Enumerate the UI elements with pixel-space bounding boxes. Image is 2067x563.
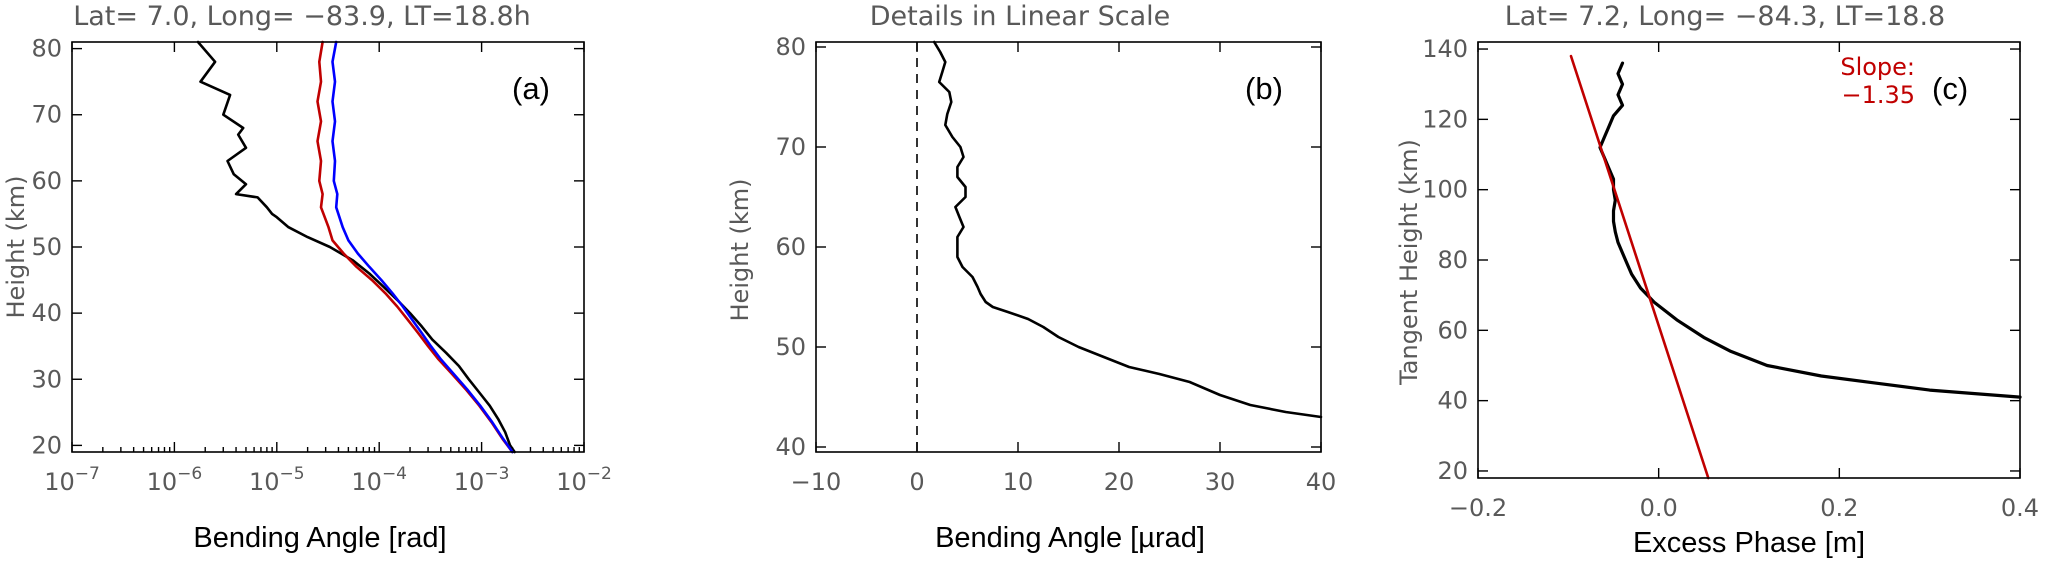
- y-tick-label: 30: [31, 365, 62, 393]
- y-tick-label: 40: [1437, 387, 1468, 415]
- series-black-line: [932, 40, 1323, 419]
- y-tick-label: 40: [775, 433, 806, 461]
- panel-c-slope-value: −1.35: [1841, 81, 1915, 109]
- panel-b-x-ticks: −10 0 10 20 30 40: [791, 42, 1337, 496]
- panel-b-y-ticks: 40 50 60 70 80: [775, 33, 1321, 461]
- y-tick-label: 140: [1422, 35, 1468, 63]
- panel-c-title: Lat= 7.2, Long= −84.3, LT=18.8: [1505, 1, 1946, 32]
- panel-c-y-axis-label: Tangent Height (km): [1395, 139, 1423, 386]
- panel-a-y-axis-label: Height (km): [2, 176, 30, 319]
- panel-a-x-axis-label: Bending Angle [rad]: [193, 522, 446, 554]
- y-tick-label: 80: [775, 33, 806, 61]
- panel-c-slope-label: Slope:: [1840, 53, 1915, 81]
- series-black-line: [1598, 61, 2022, 399]
- y-tick-label: 70: [775, 133, 806, 161]
- series-red-line: [316, 40, 514, 454]
- y-tick-label: 60: [31, 167, 62, 195]
- panel-c-label: (c): [1932, 71, 1968, 106]
- x-tick-label: −10: [791, 468, 842, 496]
- panel-b-y-axis-label: Height (km): [726, 179, 754, 322]
- panel-b-series: [932, 40, 1323, 419]
- y-tick-label: 50: [775, 333, 806, 361]
- x-tick-label: 20: [1104, 468, 1135, 496]
- y-tick-label: 80: [1437, 246, 1468, 274]
- x-tick-label: 10−3: [454, 464, 510, 496]
- x-tick-label: 0.2: [1820, 494, 1858, 522]
- y-tick-label: 60: [775, 233, 806, 261]
- x-tick-label: 10: [1003, 468, 1034, 496]
- panel-c-plot-frame: [1477, 41, 2021, 479]
- y-tick-label: 70: [31, 101, 62, 129]
- x-tick-label: 10−4: [351, 464, 407, 496]
- y-tick-label: 120: [1422, 105, 1468, 133]
- panel-c-x-axis-label: Excess Phase [m]: [1633, 527, 1865, 559]
- panel-a-label: (a): [512, 71, 550, 106]
- x-tick-label: 10−7: [44, 464, 100, 496]
- panel-a: Lat= 7.0, Long= −83.9, LT=18.8h Height (…: [2, 1, 612, 554]
- x-tick-label: 10−2: [556, 464, 612, 496]
- panel-b-plot-frame: [815, 41, 1322, 453]
- y-tick-label: 60: [1437, 316, 1468, 344]
- panel-a-y-ticks: 20 30 40 50 60 70 80: [31, 35, 584, 459]
- panel-a-x-ticks: 10−7 10−6 10−5 10−4 10−3 10−2: [44, 42, 612, 496]
- y-tick-label: 40: [31, 299, 62, 327]
- panel-a-plot-frame: [71, 41, 585, 453]
- y-tick-label: 80: [31, 35, 62, 63]
- panel-b-x-axis-label: Bending Angle [µrad]: [935, 522, 1205, 554]
- panel-a-title: Lat= 7.0, Long= −83.9, LT=18.8h: [73, 1, 531, 32]
- y-tick-label: 20: [1437, 457, 1468, 485]
- x-tick-label: 0.4: [2001, 494, 2039, 522]
- panel-a-series: [196, 40, 516, 454]
- x-tick-label: 10−5: [249, 464, 305, 496]
- panel-b-label: (b): [1245, 71, 1283, 106]
- y-tick-label: 100: [1422, 176, 1468, 204]
- y-tick-label: 50: [31, 233, 62, 261]
- panel-c-series: [1569, 54, 2022, 480]
- panel-c: Lat= 7.2, Long= −84.3, LT=18.8 Tangent H…: [1395, 1, 2039, 559]
- x-tick-label: 10−6: [147, 464, 203, 496]
- series-red-line: [1569, 54, 1710, 480]
- x-tick-label: 0: [909, 468, 924, 496]
- x-tick-label: −0.2: [1449, 494, 1507, 522]
- series-blue-line: [331, 40, 514, 454]
- x-tick-label: 0.0: [1640, 494, 1678, 522]
- x-tick-label: 40: [1306, 468, 1337, 496]
- x-tick-label: 30: [1205, 468, 1236, 496]
- panel-b: Details in Linear Scale Height (km) 40 50…: [726, 1, 1336, 554]
- series-black-line: [196, 40, 516, 454]
- y-tick-label: 20: [31, 431, 62, 459]
- panel-c-y-ticks: 20 40 60 80 100 120 140: [1422, 35, 2020, 485]
- panel-b-title: Details in Linear Scale: [870, 1, 1171, 32]
- panel-c-x-ticks: −0.2 0.0 0.2 0.4: [1449, 42, 2039, 522]
